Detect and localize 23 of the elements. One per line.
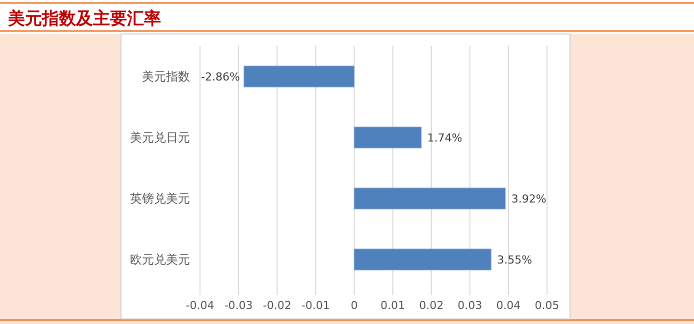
y-tick-label: 欧元兑美元 <box>130 252 190 266</box>
y-tick-label: 美元指数 <box>142 70 190 84</box>
bar <box>354 188 506 210</box>
y-tick-label: 英镑兑美元 <box>130 192 190 206</box>
x-tick-label: -0.04 <box>186 299 214 312</box>
x-tick-label: 0.03 <box>458 299 482 312</box>
bar <box>354 248 492 270</box>
y-tick-label: 美元兑日元 <box>130 130 190 144</box>
data-label: 1.74% <box>427 132 462 144</box>
chart-title: 美元指数及主要汇率 <box>7 9 161 29</box>
bar <box>354 126 422 148</box>
x-tick-label: -0.03 <box>224 299 253 312</box>
x-tick-label: 0.04 <box>496 299 521 312</box>
data-label: -2.86% <box>201 70 240 84</box>
x-tick-label: 0.01 <box>380 299 406 312</box>
bar <box>244 66 355 88</box>
x-tick-label: 0.05 <box>534 299 560 312</box>
data-label: 3.55% <box>497 254 532 266</box>
x-tick-label: 0 <box>350 299 358 312</box>
x-tick-label: -0.02 <box>262 299 292 312</box>
x-tick-label: 0.02 <box>419 299 444 312</box>
data-label: 3.92% <box>511 192 546 206</box>
x-tick-label: -0.01 <box>301 299 330 312</box>
